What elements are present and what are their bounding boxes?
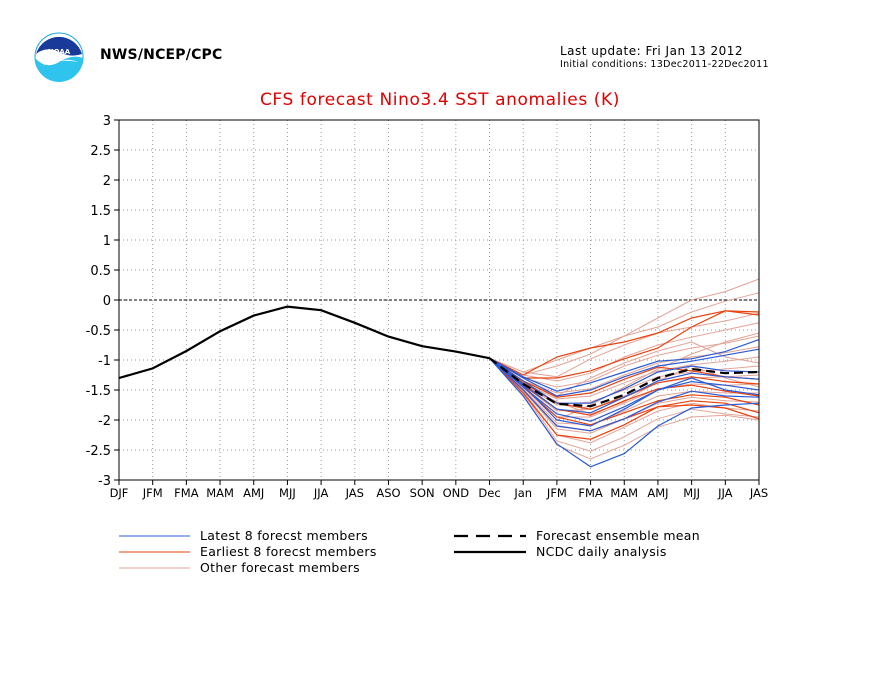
- x-tick-label: Dec: [478, 486, 500, 500]
- x-tick-label: JAS: [749, 486, 768, 500]
- x-tick-label: SON: [410, 486, 435, 500]
- x-tick-label: OND: [443, 486, 470, 500]
- x-tick-label: AMJ: [243, 486, 264, 500]
- legend-label-mean: Forecast ensemble mean: [536, 528, 700, 543]
- y-tick-label: 0: [103, 294, 111, 309]
- legend-label-analysis: NCDC daily analysis: [536, 544, 667, 559]
- x-tick-label: ASO: [376, 486, 400, 500]
- x-tick-label: FMA: [174, 486, 199, 500]
- legend-label-latest: Latest 8 forecst members: [200, 528, 368, 543]
- x-tick-label: JAS: [345, 486, 364, 500]
- series-line-other: [489, 332, 760, 421]
- series-line-earliest: [489, 357, 760, 440]
- y-tick-label: -1.5: [86, 384, 111, 399]
- series-line-latest: [489, 348, 760, 397]
- y-tick-label: 1.5: [90, 204, 111, 219]
- y-tick-label: -3: [98, 474, 111, 489]
- x-tick-label: MJJ: [683, 486, 700, 500]
- logo-text: NOAA: [48, 48, 71, 56]
- series-line-latest: [489, 357, 760, 432]
- x-tick-label: JFM: [546, 486, 567, 500]
- series-line-other: [489, 357, 759, 426]
- x-tick-label: MAM: [610, 486, 638, 500]
- series-line-latest: [489, 357, 760, 414]
- series-line-ensemble-mean: [488, 357, 760, 408]
- series-line-analysis: [118, 305, 490, 380]
- y-tick-label: -2: [98, 414, 111, 429]
- chart-title: CFS forecast Nino3.4 SST anomalies (K): [259, 90, 621, 110]
- x-tick-label: Jan: [513, 486, 532, 500]
- series-line-earliest: [489, 310, 760, 376]
- x-tick-label: MJJ: [279, 486, 296, 500]
- noaa-logo-icon: NOAA: [34, 32, 84, 82]
- series-line-other: [489, 322, 760, 382]
- y-tick-label: -2.5: [86, 444, 111, 459]
- y-tick-label: -1: [98, 354, 111, 369]
- x-tick-label: JFM: [142, 486, 163, 500]
- x-tick-label: JJA: [717, 486, 733, 500]
- y-tick-label: -0.5: [86, 324, 111, 339]
- y-tick-label: 1: [103, 234, 111, 249]
- legend-label-other: Other forecast members: [200, 560, 360, 575]
- x-tick-label: AMJ: [647, 486, 668, 500]
- y-tick-label: 2.5: [90, 144, 111, 159]
- series-line-earliest: [489, 357, 760, 416]
- series-line-latest: [489, 357, 760, 468]
- y-tick-label: 2: [103, 174, 111, 189]
- series-line-earliest: [489, 357, 760, 398]
- x-tick-label: DJF: [110, 486, 129, 500]
- x-tick-label: MAM: [206, 486, 234, 500]
- legend-label-earliest: Earliest 8 forecst members: [200, 544, 377, 559]
- series-line-other: [489, 357, 760, 406]
- y-tick-label: 0.5: [90, 264, 111, 279]
- org-label: NWS/NCEP/CPC: [100, 47, 223, 63]
- last-update-text: Last update: Fri Jan 13 2012: [560, 44, 743, 58]
- series-line-latest: [489, 357, 760, 404]
- x-tick-label: FMA: [578, 486, 603, 500]
- series-line-other: [489, 312, 760, 378]
- initial-conditions-text: Initial conditions: 13Dec2011-22Dec2011: [560, 59, 769, 70]
- series-line-other: [489, 357, 760, 452]
- series-line-latest: [489, 357, 760, 427]
- plot-frame: [118, 119, 760, 481]
- y-tick-label: 3: [103, 114, 111, 129]
- series-line-other: [489, 292, 760, 376]
- x-tick-label: JJA: [313, 486, 329, 500]
- series-line-earliest: [489, 310, 760, 379]
- series-line-latest: [489, 339, 760, 392]
